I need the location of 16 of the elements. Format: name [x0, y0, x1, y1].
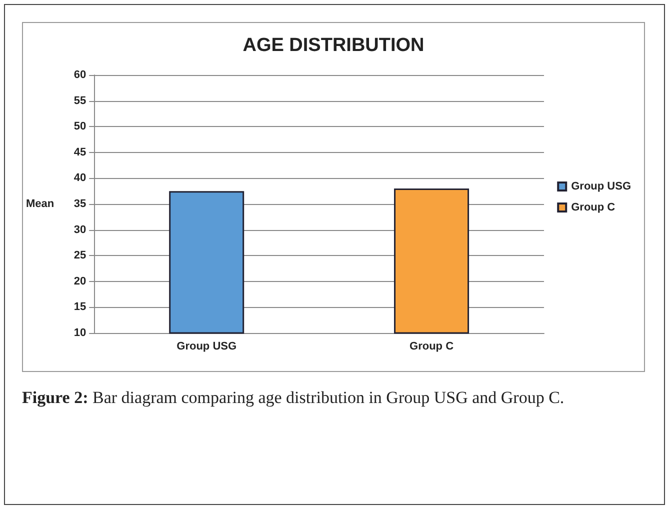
y-tick-label: 60 [74, 69, 86, 81]
y-tick-label: 40 [74, 172, 86, 184]
y-tick-label: 45 [74, 146, 86, 158]
caption: Figure 2: Bar diagram comparing age distribution in Group USG and Group C. [22, 387, 566, 409]
y-tick-label: 25 [74, 250, 86, 262]
y-tick-label: 15 [74, 301, 86, 314]
y-tick-label: 50 [74, 120, 86, 133]
y-tick-label: 20 [74, 275, 86, 288]
y-tick-label: 30 [74, 224, 86, 236]
legend-label: Group C [571, 202, 616, 214]
y-tick-label: 35 [74, 198, 86, 210]
chart-title: AGE DISTRIBUTION [242, 35, 424, 56]
y-tick-label: 10 [74, 327, 86, 339]
legend-label: Group USG [571, 180, 632, 192]
y-tick-label: 55 [74, 94, 86, 107]
y-axis-title: Mean [26, 198, 54, 210]
